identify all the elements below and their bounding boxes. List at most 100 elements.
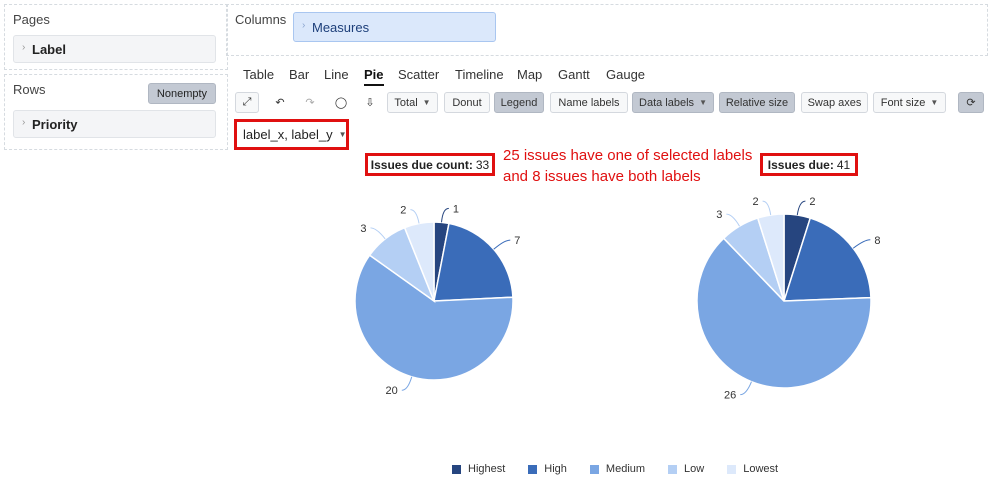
pie-leader-line: [852, 239, 871, 249]
legend-item-high[interactable]: High: [528, 463, 567, 475]
annotation-line-2: and 8 issues have both labels: [503, 168, 701, 185]
pie1-title-highlight: [365, 153, 495, 176]
nonempty-button[interactable]: Nonempty: [148, 83, 216, 104]
legend-swatch: [727, 464, 737, 474]
donut-button[interactable]: Donut: [444, 92, 490, 113]
pie-leader-line: [493, 239, 511, 250]
expand-button[interactable]: ⤢: [235, 92, 259, 113]
legend-item-medium[interactable]: Medium: [589, 463, 646, 475]
pie1-title-label: Issues due count:: [370, 157, 473, 172]
legend-label: Low: [684, 463, 705, 475]
tab-table[interactable]: Table: [243, 67, 275, 82]
tab-line[interactable]: Line: [324, 67, 349, 82]
measures-pill[interactable]: › Measures: [293, 12, 496, 42]
pie-slice-lowest[interactable]: [403, 221, 435, 302]
refresh-icon: ⟳: [966, 97, 976, 109]
pie1-title: Issues due count: 33: [365, 153, 495, 176]
tab-scatter[interactable]: Scatter: [398, 67, 440, 82]
page-item-label-text: Label: [32, 41, 66, 57]
pie-leader-line: [370, 227, 386, 240]
pie-leader-line: [762, 200, 772, 216]
pie-slice-medium[interactable]: [696, 237, 872, 389]
pages-title: Pages: [13, 12, 50, 27]
undo-button[interactable]: ↶: [266, 92, 294, 113]
pie-data-label: 1: [453, 203, 459, 215]
legend-label: Medium: [605, 463, 646, 475]
pie-slice-medium[interactable]: [354, 254, 514, 381]
pie-leader-line: [740, 381, 752, 396]
expand-icon: ⤢: [242, 96, 252, 108]
comment-button[interactable]: ◯: [328, 92, 354, 113]
font-size-dropdown[interactable]: Font size ▼: [873, 92, 946, 113]
legend-swatch: [668, 464, 678, 474]
pie-data-label: 2: [752, 196, 758, 208]
redo-button[interactable]: ↷: [296, 92, 324, 113]
tab-pie[interactable]: Pie: [364, 67, 384, 86]
label-filter-value: label_x, label_y: [243, 126, 333, 142]
page-item-label[interactable]: › Label: [13, 35, 216, 63]
name-labels-button[interactable]: Name labels: [550, 92, 628, 113]
legend-swatch: [589, 464, 599, 474]
legend-item-lowest[interactable]: Lowest: [727, 463, 778, 475]
data-labels-dropdown[interactable]: Data labels ▼: [632, 92, 714, 113]
legend-swatch: [452, 464, 461, 474]
pie-leader-line: [726, 213, 740, 227]
pie2-title-value: 41: [836, 157, 851, 172]
chevron-right-icon: ›: [302, 20, 306, 31]
legend-swatch: [528, 464, 538, 474]
pie-chart-1: 1 7 20 3 2: [354, 203, 520, 397]
pie-leader-line: [401, 376, 413, 391]
relative-size-button[interactable]: Relative size: [719, 92, 795, 113]
refresh-button[interactable]: ⟳: [958, 92, 984, 113]
pie-data-label: 2: [400, 205, 406, 217]
row-item-priority[interactable]: › Priority: [13, 110, 216, 138]
filter-highlight-box: [234, 119, 349, 150]
label-filter-dropdown[interactable]: label_x, label_y ▼: [235, 119, 357, 149]
annotation-line-1: 25 issues have one of selected labels: [503, 147, 753, 164]
tab-bar[interactable]: Bar: [289, 67, 310, 82]
chevron-down-icon: ▼: [930, 98, 939, 107]
tab-timeline[interactable]: Timeline: [455, 67, 504, 82]
chevron-right-icon: ›: [22, 117, 26, 128]
chevron-down-icon: ▼: [422, 98, 431, 107]
swap-axes-button[interactable]: Swap axes: [801, 92, 868, 113]
pie2-title: Issues due: 41: [760, 153, 858, 176]
legend-label: High: [544, 463, 567, 475]
pie-data-label: 3: [716, 209, 722, 221]
pie2-title-highlight: [760, 153, 858, 176]
pie-leader-line: [441, 207, 449, 223]
chevron-right-icon: ›: [22, 42, 26, 53]
rows-panel: [4, 74, 228, 150]
tab-map[interactable]: Map: [517, 67, 543, 82]
pie-data-label: 20: [386, 385, 398, 397]
tab-gauge[interactable]: Gauge: [606, 67, 646, 82]
legend-label: Highest: [468, 463, 506, 475]
row-item-priority-text: Priority: [32, 116, 78, 132]
pie-data-label: 7: [514, 235, 520, 247]
total-dropdown[interactable]: Total ▼: [387, 92, 438, 113]
export-icon: ⇩: [365, 97, 375, 109]
pie2-title-label: Issues due:: [767, 157, 834, 172]
pie-data-label: 2: [809, 196, 815, 208]
pie1-title-value: 33: [475, 157, 490, 172]
pie-leader-line: [796, 200, 806, 216]
pie-slice-high[interactable]: [782, 217, 872, 302]
pie-slice-high[interactable]: [433, 222, 514, 302]
chevron-down-icon: ▼: [338, 129, 347, 139]
legend-label: Lowest: [743, 463, 779, 475]
export-button[interactable]: ⇩: [357, 92, 383, 113]
pie-data-label: 26: [724, 390, 736, 402]
rows-title: Rows: [13, 82, 46, 97]
legend-item-highest[interactable]: Highest: [452, 463, 505, 475]
legend-item-low[interactable]: Low: [668, 463, 704, 475]
legend-button[interactable]: Legend: [494, 92, 544, 113]
total-label: Total: [394, 96, 418, 109]
pie-data-label: 8: [874, 235, 880, 247]
tab-gantt[interactable]: Gantt: [558, 67, 590, 82]
chevron-down-icon: ▼: [699, 98, 707, 107]
pie-data-label: 3: [360, 223, 366, 235]
pie-slice-lowest[interactable]: [756, 213, 785, 302]
redo-icon: ↷: [305, 97, 315, 109]
chart-legend: Highest High Medium Low Lowest: [452, 463, 801, 475]
